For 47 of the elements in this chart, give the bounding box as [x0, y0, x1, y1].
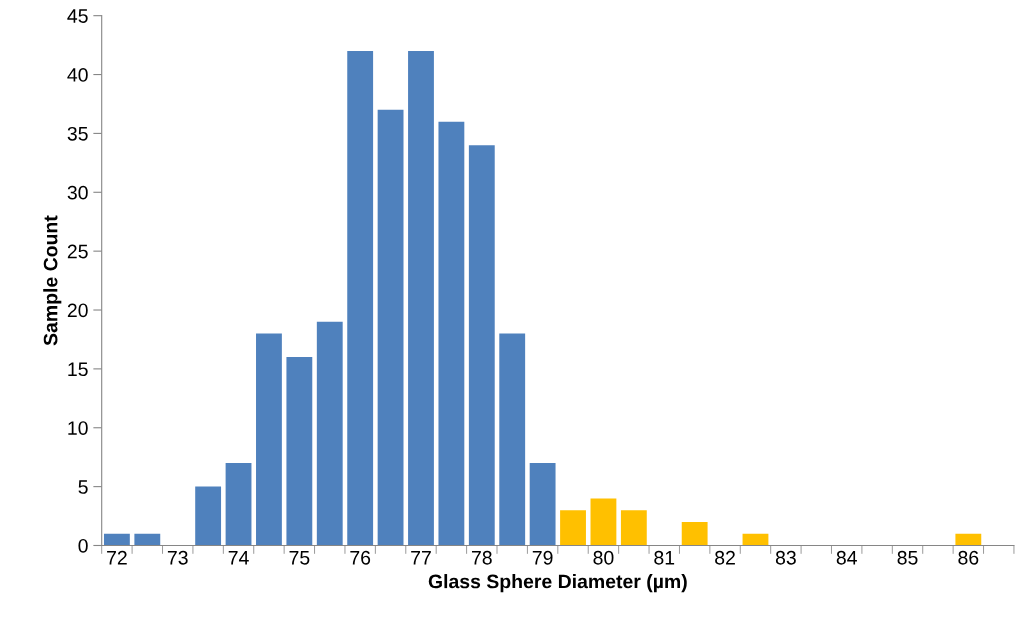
bar	[560, 510, 586, 546]
y-tick-label: 20	[67, 303, 88, 318]
y-axis-title: Sample Count	[43, 215, 62, 346]
bar	[225, 463, 252, 546]
y-tick-label: 35	[67, 126, 88, 141]
x-tick-label: 72	[107, 550, 127, 565]
bar	[134, 533, 161, 546]
bar	[468, 145, 495, 546]
x-tick-label: 77	[411, 551, 431, 565]
bar	[499, 333, 526, 546]
x-tick-label: 84	[836, 550, 857, 565]
bar	[438, 121, 465, 546]
y-tick-label: 25	[67, 244, 88, 259]
x-tick-label: 80	[593, 550, 614, 565]
y-tick-label: 40	[67, 68, 88, 82]
x-tick-label: 86	[958, 550, 979, 565]
x-tick-label: 83	[775, 550, 796, 565]
bar	[347, 51, 374, 546]
bar	[590, 498, 617, 546]
y-tick-label: 10	[68, 421, 88, 435]
x-tick-label: 85	[897, 550, 918, 565]
bar	[620, 510, 647, 546]
x-tick-label: 82	[715, 550, 735, 565]
bar	[103, 533, 130, 546]
x-tick-label: 74	[228, 551, 249, 565]
bar	[256, 333, 282, 546]
bar	[377, 109, 404, 546]
bar	[195, 486, 222, 546]
x-tick-label: 78	[471, 550, 492, 565]
y-tick-label: 5	[78, 480, 88, 494]
y-tick-label: 30	[67, 185, 88, 200]
bar	[408, 51, 434, 546]
bar	[529, 463, 556, 546]
y-tick-label: 0	[78, 538, 88, 553]
x-tick-label: 81	[654, 550, 675, 565]
y-tick-label: 15	[68, 362, 88, 377]
y-tick-label: 45	[67, 9, 88, 23]
bar	[955, 533, 982, 546]
bar	[681, 521, 708, 546]
bar	[742, 533, 769, 546]
bar	[286, 357, 313, 546]
x-tick-label: 76	[350, 550, 371, 565]
x-axis-title: Glass Sphere Diameter (µm)	[428, 574, 687, 593]
bar	[316, 321, 343, 546]
x-tick-label: 79	[532, 550, 553, 565]
x-tick-label: 73	[167, 550, 188, 565]
x-tick-label: 75	[289, 551, 310, 565]
